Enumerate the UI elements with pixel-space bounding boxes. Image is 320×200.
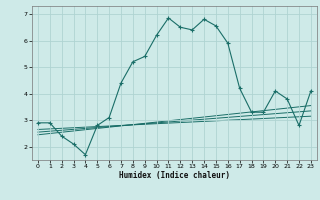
X-axis label: Humidex (Indice chaleur): Humidex (Indice chaleur) xyxy=(119,171,230,180)
